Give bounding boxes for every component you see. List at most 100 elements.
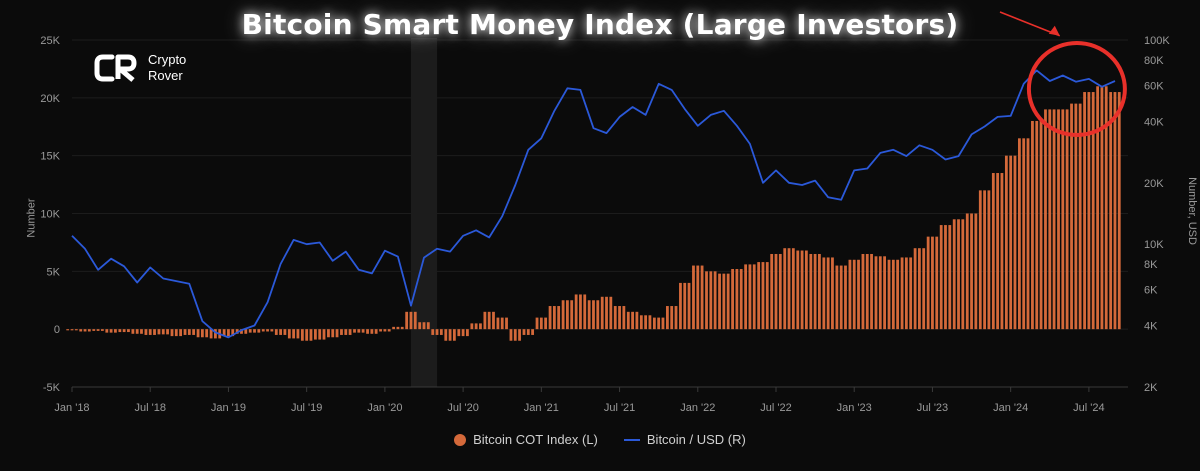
cot-bar [513, 329, 517, 341]
cot-bar [461, 329, 465, 337]
cot-bar [705, 271, 708, 330]
legend-item-cot[interactable]: Bitcoin COT Index (L) [454, 432, 598, 447]
cot-bar [109, 329, 113, 333]
cot-bar [179, 329, 182, 337]
cot-bar [1052, 109, 1056, 330]
brand-name-line1: Crypto [148, 52, 187, 67]
y-right-tick-label: 6K [1144, 285, 1158, 297]
cot-bar [744, 264, 748, 330]
x-tick-label: Jan '24 [993, 402, 1028, 414]
cot-bar [222, 329, 226, 337]
cot-bar [1096, 86, 1100, 330]
cot-bar [422, 322, 426, 330]
cot-bar [648, 315, 652, 330]
cot-bar [1026, 138, 1030, 330]
cot-bar [192, 329, 196, 335]
cot-bar [1035, 120, 1039, 330]
cot-bar [518, 329, 521, 341]
cot-bar [231, 329, 235, 337]
cot-bar [913, 248, 917, 330]
cot-bar [448, 329, 452, 341]
legend-item-btc[interactable]: Bitcoin / USD (R) [623, 432, 746, 447]
cot-bar [970, 213, 973, 330]
annotation-layer [999, 11, 1127, 138]
cot-bar [761, 262, 765, 330]
cot-bar [774, 253, 778, 330]
cot-bar [978, 190, 982, 330]
cot-bar [439, 329, 443, 335]
cot-bar [831, 257, 834, 330]
cot-bar [418, 322, 422, 330]
cot-bar [1109, 92, 1113, 330]
cot-bar [944, 225, 947, 330]
cot-bar [131, 329, 135, 334]
cot-bar [1087, 92, 1091, 330]
cot-bar [974, 213, 978, 330]
cot-bar [405, 311, 409, 330]
cot-bar [683, 282, 687, 330]
cot-bar [205, 329, 209, 338]
cot-bar [1065, 109, 1069, 330]
cot-bar [857, 259, 860, 330]
cot-bar [718, 273, 721, 330]
cot-bar [961, 219, 965, 330]
cot-bar [622, 306, 626, 330]
cot-bar [348, 329, 352, 335]
cot-bar [579, 294, 582, 330]
cot-bar [1004, 155, 1008, 330]
cot-bar [344, 329, 348, 335]
cot-bar [331, 329, 335, 338]
cot-bar [253, 329, 256, 333]
cot-bar [1000, 173, 1004, 330]
cot-bar [174, 329, 178, 337]
cot-bar [570, 300, 574, 330]
cot-bar [522, 329, 526, 335]
cot-bar [426, 322, 430, 330]
cot-bar [487, 311, 491, 330]
cot-bar [957, 219, 960, 330]
cot-bar [787, 248, 791, 330]
cot-bar [1048, 109, 1052, 330]
cot-bar [400, 326, 404, 330]
cot-bar [483, 311, 487, 330]
cot-bar [431, 329, 435, 335]
cot-bar [735, 269, 739, 330]
cot-bar [526, 329, 530, 335]
cot-bar [361, 329, 365, 333]
cot-bar [87, 329, 91, 332]
cot-bar [296, 329, 300, 339]
cot-bar [1070, 103, 1073, 330]
cot-bar [557, 306, 561, 330]
cot-bar [1100, 86, 1104, 330]
cot-bar [891, 259, 895, 330]
y-left-tick-label: 10K [40, 209, 60, 221]
cot-bar [618, 306, 621, 330]
cot-bar [652, 317, 656, 330]
cot-bar [531, 329, 534, 335]
cot-bar [366, 329, 369, 334]
x-tick-label: Jan '18 [54, 402, 89, 414]
y-right-tick-label: 10K [1144, 239, 1164, 251]
cot-bar [479, 323, 482, 330]
cot-bar [835, 265, 839, 330]
cot-bar [183, 329, 187, 335]
cot-bar [305, 329, 309, 341]
cot-bar [791, 248, 795, 330]
cot-bar [839, 265, 843, 330]
cot-bar [340, 329, 343, 335]
cot-bar [939, 225, 943, 330]
cot-bar [644, 315, 648, 330]
cot-bar [444, 329, 448, 341]
cot-bar [270, 329, 274, 332]
cot-bar [661, 317, 665, 330]
cot-bar [709, 271, 713, 330]
cot-bar [127, 329, 130, 333]
cot-bar [396, 326, 400, 330]
cot-bar [79, 329, 83, 332]
cot-bar [196, 329, 200, 338]
cot-bar [335, 329, 339, 338]
cot-bar [161, 329, 165, 335]
cot-bar [574, 294, 578, 330]
x-tick-label: Jan '23 [837, 402, 872, 414]
